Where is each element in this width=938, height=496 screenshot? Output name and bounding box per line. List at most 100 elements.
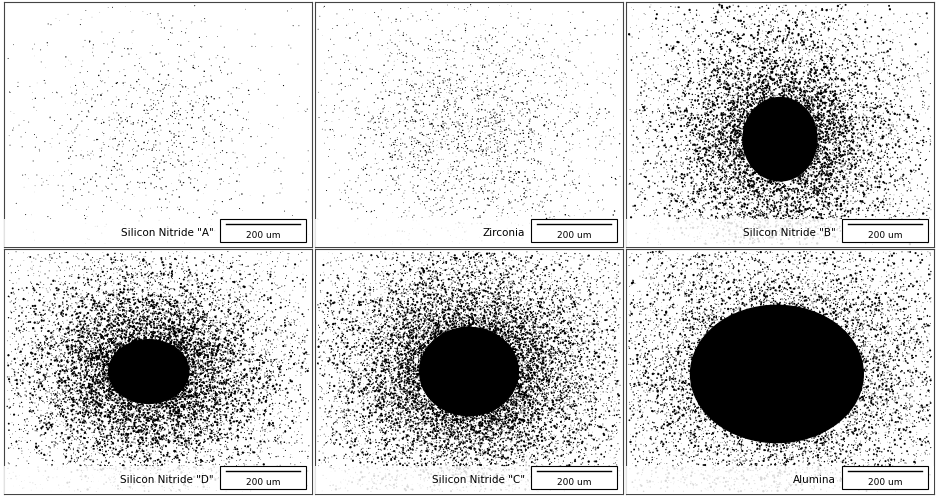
Point (825, 345, 840, 353)
Point (712, 8, 727, 16)
Point (467, 158, 482, 166)
Point (831, 285, 846, 293)
Point (698, 104, 713, 112)
Point (660, 289, 675, 297)
Point (511, 9, 526, 17)
Point (399, 393, 414, 401)
Point (808, 91, 823, 99)
Point (185, 334, 200, 342)
Point (480, 383, 495, 391)
Point (447, 382, 462, 390)
Point (673, 478, 688, 486)
Point (494, 428, 509, 436)
Point (171, 341, 186, 349)
Point (191, 394, 206, 402)
Point (807, 170, 822, 178)
Point (818, 404, 833, 412)
Point (106, 374, 121, 382)
Point (141, 85, 156, 93)
Point (574, 460, 589, 468)
Point (814, 390, 829, 398)
Point (183, 443, 198, 451)
Point (722, 219, 737, 227)
Point (116, 310, 131, 318)
Point (797, 88, 812, 96)
Point (185, 394, 200, 402)
Point (834, 77, 849, 85)
Point (767, 92, 782, 100)
Point (423, 388, 438, 396)
Point (532, 50, 547, 58)
Point (855, 167, 870, 175)
Point (470, 409, 485, 417)
Point (791, 343, 806, 351)
Point (63, 318, 78, 326)
Point (219, 443, 234, 451)
Point (467, 381, 482, 389)
Point (123, 412, 138, 420)
Point (792, 50, 807, 58)
Point (448, 22, 463, 30)
Point (514, 310, 529, 318)
Point (845, 218, 860, 226)
Point (52, 264, 67, 272)
Point (879, 179, 894, 187)
Point (503, 428, 518, 436)
Point (532, 355, 547, 363)
Point (301, 230, 316, 238)
Point (83, 317, 98, 325)
Point (182, 326, 197, 334)
Point (431, 394, 446, 402)
Point (416, 416, 431, 424)
Point (691, 149, 706, 157)
Point (412, 385, 427, 393)
Point (422, 254, 437, 262)
Point (267, 262, 282, 270)
Point (235, 351, 250, 359)
Point (493, 376, 508, 384)
Point (204, 314, 219, 322)
Point (744, 94, 759, 102)
Point (444, 441, 459, 449)
Point (505, 117, 520, 124)
Point (375, 314, 390, 322)
Point (327, 254, 342, 262)
Point (477, 331, 492, 339)
Point (106, 405, 121, 413)
Point (762, 100, 777, 108)
Point (451, 325, 466, 333)
Point (404, 254, 419, 262)
Point (171, 361, 186, 369)
Point (343, 406, 358, 414)
Point (360, 458, 375, 466)
Point (413, 340, 428, 348)
Point (779, 137, 794, 145)
Point (855, 136, 870, 144)
Point (502, 466, 517, 474)
Point (451, 293, 466, 301)
Point (467, 353, 482, 361)
Point (90, 310, 105, 317)
Point (537, 424, 552, 432)
Point (545, 323, 560, 331)
Point (541, 383, 556, 391)
Point (186, 317, 201, 325)
Point (137, 361, 152, 369)
Point (920, 29, 935, 37)
Point (199, 377, 214, 385)
Point (716, 445, 731, 453)
Point (431, 330, 446, 338)
Point (71, 369, 86, 377)
Point (371, 270, 386, 278)
Point (482, 328, 497, 336)
Point (524, 288, 539, 296)
Point (54, 311, 69, 319)
Point (741, 379, 756, 387)
Point (904, 223, 919, 231)
Point (515, 432, 530, 440)
Point (140, 371, 155, 379)
Point (554, 69, 569, 77)
Point (111, 348, 126, 356)
Point (442, 145, 457, 153)
Point (422, 118, 437, 126)
